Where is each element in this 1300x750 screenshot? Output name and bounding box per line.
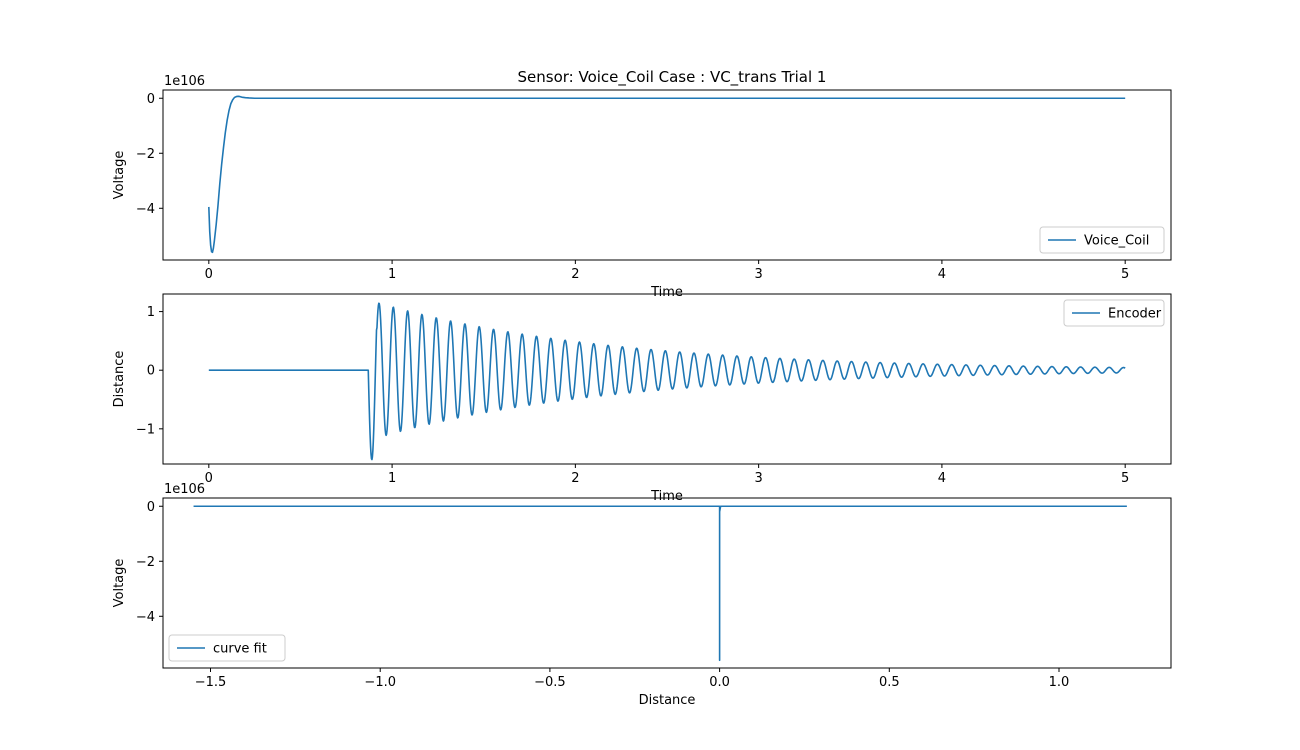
y-axis-label: Voltage bbox=[112, 151, 127, 200]
y-axis-label: Voltage bbox=[112, 559, 127, 608]
x-tick-label: 1 bbox=[388, 267, 396, 282]
series-line-encoder bbox=[208, 302, 1126, 461]
x-tick-label: 1 bbox=[388, 471, 396, 486]
subplots: 0 1 2 3 4 5 0 −2 −4 1e106 Time Voltage Voice_Coil 0 1 2… bbox=[112, 74, 1172, 708]
x-tick-label: −1.5 bbox=[195, 675, 227, 690]
figure-title: Sensor: Voice_Coil Case : VC_trans Trial… bbox=[518, 68, 827, 87]
x-axis-label: Time bbox=[650, 489, 683, 504]
legend-label: Encoder bbox=[1108, 307, 1162, 322]
x-tick-label: 5 bbox=[1121, 471, 1129, 486]
axes-frame bbox=[162, 89, 1172, 261]
x-tick-label: 2 bbox=[571, 471, 579, 486]
axes-frame bbox=[162, 497, 1172, 669]
x-tick-label: −1.0 bbox=[364, 675, 396, 690]
y-tick-label: 0 bbox=[147, 364, 155, 379]
y-tick-label: −2 bbox=[136, 147, 155, 162]
x-tick-label: 2 bbox=[571, 267, 579, 282]
x-tick-label: 0.5 bbox=[879, 675, 900, 690]
y-tick-label: −4 bbox=[136, 202, 155, 217]
x-axis-label: Distance bbox=[639, 693, 696, 708]
x-tick-label: 3 bbox=[754, 267, 762, 282]
x-tick-label: 4 bbox=[938, 471, 946, 486]
x-tick-label: 0 bbox=[205, 471, 213, 486]
legend: Voice_Coil bbox=[1039, 226, 1165, 254]
legend: Encoder bbox=[1063, 299, 1165, 327]
axes-frame bbox=[162, 293, 1172, 465]
x-tick-label: 3 bbox=[754, 471, 762, 486]
x-tick-label: 0 bbox=[205, 267, 213, 282]
y-offset-text: 1e106 bbox=[164, 482, 205, 497]
series-line-curve-fit bbox=[193, 505, 1127, 662]
y-tick-label: −1 bbox=[136, 422, 155, 437]
legend-box bbox=[1039, 226, 1165, 254]
subplot-1: 0 1 2 3 4 5 0 −2 −4 1e106 Time Voltage Voice_Coil bbox=[112, 74, 1172, 300]
subplot-3: −1.5 −1.0 −0.5 0.0 0.5 1.0 0 −2 −4 1e106 Distance V… bbox=[112, 482, 1172, 708]
legend-label: curve fit bbox=[213, 642, 267, 657]
x-tick-label: 1.0 bbox=[1049, 675, 1070, 690]
legend-box bbox=[1063, 299, 1165, 327]
x-axis-label: Time bbox=[650, 285, 683, 300]
series-line-voice-coil bbox=[208, 95, 1126, 254]
y-offset-text: 1e106 bbox=[164, 74, 205, 89]
y-tick-label: 1 bbox=[147, 305, 155, 320]
legend-label: Voice_Coil bbox=[1084, 234, 1149, 249]
x-tick-label: 0.0 bbox=[709, 675, 730, 690]
y-axis-label: Distance bbox=[112, 351, 127, 408]
legend: curve fit bbox=[168, 634, 286, 662]
x-tick-label: 4 bbox=[938, 267, 946, 282]
y-tick-label: −2 bbox=[136, 555, 155, 570]
x-tick-label: 5 bbox=[1121, 267, 1129, 282]
y-tick-label: 0 bbox=[147, 500, 155, 515]
y-tick-label: −4 bbox=[136, 610, 155, 625]
x-tick-label: −0.5 bbox=[534, 675, 566, 690]
legend-box bbox=[168, 634, 286, 662]
y-tick-label: 0 bbox=[147, 92, 155, 107]
subplot-2: 0 1 2 3 4 5 1 0 −1 Time Distance Encoder bbox=[112, 293, 1172, 504]
